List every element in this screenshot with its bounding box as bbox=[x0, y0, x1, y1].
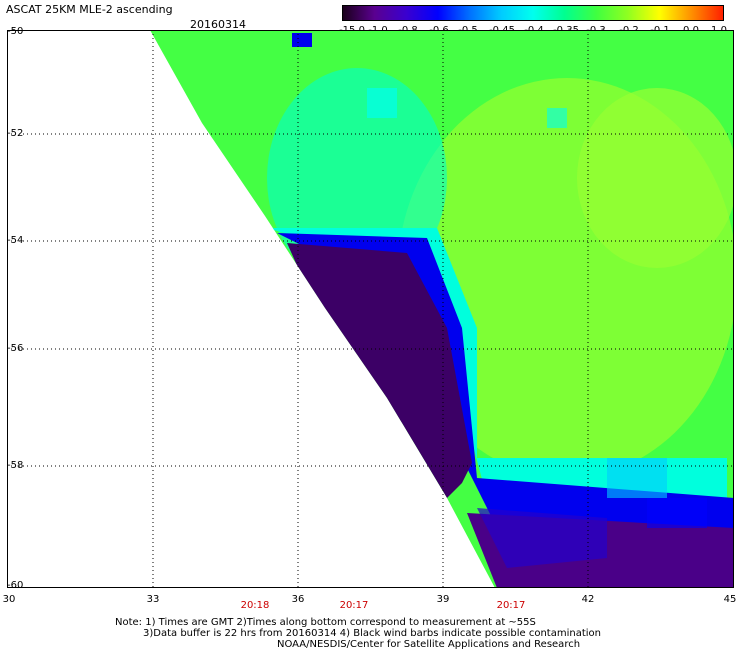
lon-label: 45 bbox=[723, 594, 737, 605]
colorbar bbox=[342, 5, 724, 21]
lat-label: -52 bbox=[7, 128, 24, 139]
time-label: 20:18 bbox=[240, 600, 270, 611]
map-grid bbox=[7, 30, 734, 588]
note-line-1: Note: 1) Times are GMT 2)Times along bot… bbox=[115, 617, 536, 628]
note-line-2: 3)Data buffer is 22 hrs from 20160314 4)… bbox=[143, 628, 601, 639]
lat-label: -60 bbox=[7, 580, 24, 591]
note-line-3: NOAA/NESDIS/Center for Satellite Applica… bbox=[277, 639, 581, 650]
satellite-swath-map bbox=[7, 30, 734, 588]
lon-label: 30 bbox=[2, 594, 16, 605]
lon-label: 42 bbox=[581, 594, 595, 605]
lat-label: -58 bbox=[7, 460, 24, 471]
lat-label: -50 bbox=[7, 26, 24, 37]
lon-label: 39 bbox=[436, 594, 450, 605]
lon-label: 36 bbox=[291, 594, 305, 605]
lat-label: -54 bbox=[7, 235, 24, 246]
map-frame bbox=[7, 30, 734, 588]
time-label: 20:17 bbox=[339, 600, 369, 611]
time-label: 20:17 bbox=[496, 600, 526, 611]
map-title: ASCAT 25KM MLE-2 ascending bbox=[6, 3, 173, 16]
lon-label: 33 bbox=[146, 594, 160, 605]
map-date: 20160314 bbox=[190, 18, 246, 31]
lat-label: -56 bbox=[7, 343, 24, 354]
